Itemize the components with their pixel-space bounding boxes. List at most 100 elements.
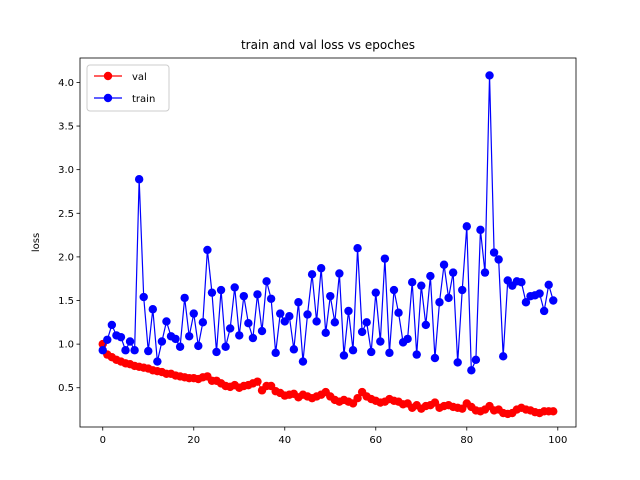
data-point-train — [121, 346, 130, 355]
plot-area — [98, 71, 558, 419]
y-tick-label: 3.0 — [58, 165, 74, 176]
data-point-val — [549, 407, 558, 416]
y-tick-label: 1.5 — [58, 296, 74, 307]
data-point-train — [216, 285, 226, 295]
data-point-train — [225, 324, 235, 333]
data-point-train — [517, 277, 526, 287]
data-point-train — [544, 280, 553, 290]
data-point-train — [139, 292, 148, 302]
data-point-train — [307, 270, 317, 279]
data-point-train — [239, 291, 249, 301]
y-tick-label: 4.0 — [58, 78, 74, 89]
data-point-train — [144, 346, 153, 356]
data-point-train — [185, 332, 194, 341]
x-tick-label: 20 — [187, 435, 200, 446]
data-point-train — [412, 350, 421, 359]
legend-marker — [103, 71, 113, 81]
x-tick-label: 100 — [548, 435, 567, 446]
data-point-train — [130, 346, 139, 355]
data-point-train — [335, 269, 344, 278]
data-point-train — [98, 346, 107, 355]
data-point-train — [276, 309, 285, 318]
legend: val train — [86, 64, 170, 112]
data-point-train — [348, 346, 358, 355]
data-point-train — [371, 288, 380, 297]
data-point-train — [134, 175, 144, 184]
data-point-train — [194, 341, 203, 351]
data-point-train — [235, 331, 244, 340]
data-point-train — [103, 335, 112, 344]
data-point-train — [207, 288, 217, 297]
data-point-train — [485, 71, 494, 80]
data-point-train — [480, 268, 490, 277]
data-point-train — [203, 245, 212, 255]
y-tick-label: 2.0 — [58, 252, 74, 263]
data-point-train — [266, 294, 276, 303]
data-point-train — [489, 248, 499, 257]
data-point-train — [444, 293, 453, 303]
data-point-train — [157, 337, 167, 346]
data-point-train — [175, 342, 185, 351]
data-point-train — [426, 271, 435, 281]
data-point-train — [316, 264, 326, 273]
data-point-train — [212, 347, 221, 357]
axis-ticks: 0 20 40 60 80 100 0.5 1.0 1.5 2.0 2.5 3.0 3.5 4.0 — [58, 78, 567, 446]
data-point-train — [439, 260, 449, 269]
data-point-train — [539, 306, 549, 316]
data-point-train — [467, 366, 476, 375]
data-point-train — [403, 334, 412, 344]
data-point-train — [407, 277, 417, 287]
data-point-train — [248, 333, 258, 343]
y-tick-label: 1.0 — [58, 340, 74, 351]
data-point-train — [476, 225, 485, 235]
data-point-train — [171, 334, 180, 344]
data-point-train — [498, 352, 508, 361]
data-point-train — [448, 268, 458, 277]
data-point-train — [116, 332, 126, 342]
data-point-train — [271, 348, 280, 358]
data-point-train — [162, 317, 171, 326]
legend-box — [86, 64, 170, 112]
data-point-train — [430, 353, 440, 363]
data-point-train — [521, 298, 531, 307]
data-point-train — [385, 348, 394, 358]
data-point-train — [389, 285, 399, 295]
data-point-train — [198, 318, 208, 327]
data-point-val — [253, 377, 262, 386]
axes-frame — [79, 57, 577, 428]
data-point-train — [289, 345, 299, 354]
data-point-train — [421, 320, 431, 330]
data-point-train — [344, 306, 353, 316]
y-axis-label: loss — [31, 233, 42, 252]
data-point-train — [244, 318, 253, 328]
legend-item-val: val — [94, 71, 147, 83]
data-point-train — [435, 298, 444, 307]
x-tick-label: 60 — [369, 435, 382, 446]
series-line-train — [102, 75, 554, 371]
data-point-train — [189, 309, 198, 318]
data-point-train — [125, 337, 135, 346]
data-point-train — [417, 281, 426, 290]
data-point-train — [253, 290, 262, 299]
y-tick-label: 0.5 — [58, 383, 74, 394]
data-point-train — [262, 277, 271, 286]
data-point-train — [303, 310, 312, 319]
legend-label: train — [132, 94, 155, 105]
data-point-train — [312, 317, 321, 326]
data-point-train — [180, 293, 189, 303]
data-point-train — [394, 308, 403, 317]
data-point-train — [321, 328, 330, 337]
data-point-train — [148, 305, 158, 314]
series-train — [98, 71, 558, 375]
data-point-train — [380, 254, 390, 263]
x-tick-label: 80 — [460, 435, 473, 446]
data-point-train — [285, 312, 294, 321]
data-point-train — [453, 358, 462, 367]
y-tick-label: 2.5 — [58, 209, 74, 220]
data-point-train — [339, 351, 349, 360]
data-point-train — [221, 342, 230, 351]
data-point-train — [458, 285, 467, 295]
data-point-train — [353, 243, 362, 253]
data-point-train — [471, 355, 481, 365]
